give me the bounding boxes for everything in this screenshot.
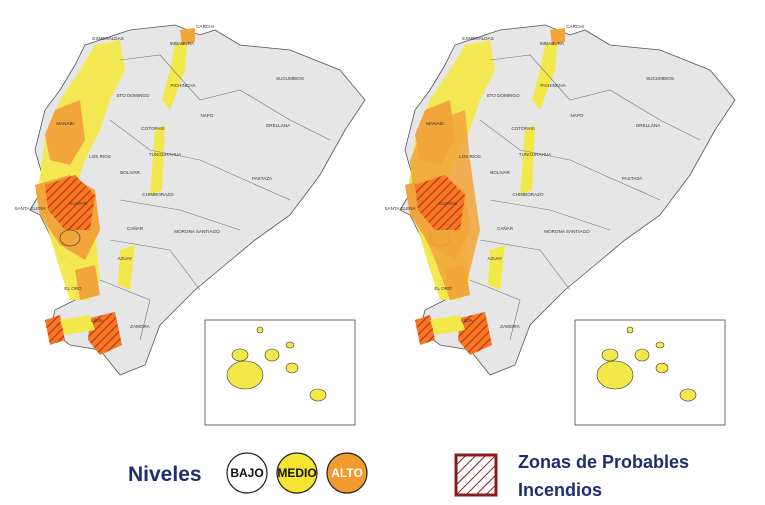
province-label: PICHINCHA — [540, 83, 566, 88]
province-label: GUAYAS — [439, 201, 457, 206]
province-label: EL ORO — [434, 286, 452, 291]
province-label: SUCUMBIOS — [646, 76, 674, 81]
province-label: MANABI — [56, 121, 74, 126]
province-label: SANTA ELENA — [14, 206, 46, 211]
level-label: ALTO — [331, 466, 363, 480]
province-label: PICHINCHA — [170, 83, 196, 88]
province-label: TUNGURAHUA — [519, 152, 552, 157]
province-label: MANABI — [426, 121, 444, 126]
legend-title: Niveles — [128, 463, 202, 486]
province-label: CARCHI — [566, 24, 584, 29]
province-label: ZAMORA — [500, 324, 521, 329]
province-label: BOLIVAR — [490, 170, 510, 175]
fire-zone — [415, 175, 465, 230]
province-label: LOJA — [461, 318, 473, 323]
province-label: MORONA SANTIAGO — [174, 229, 220, 234]
province-label: PASTAZA — [252, 176, 273, 181]
fire-zone-swatch — [454, 453, 498, 497]
province-label: CHIMBORAZO — [142, 192, 174, 197]
province-label: CHIMBORAZO — [512, 192, 544, 197]
province-label: GUAYAS — [69, 201, 87, 206]
province-label: STO DOMINGO — [116, 93, 150, 98]
province-label: ESMERALDAS — [92, 36, 123, 41]
province-label: COTOPAXI — [511, 126, 534, 131]
province-label: ESMERALDAS — [462, 36, 493, 41]
province-label: AZUAY — [488, 256, 503, 261]
province-label: AZUAY — [118, 256, 133, 261]
province-label: NAPO — [200, 113, 213, 118]
province-label: IMBABURA — [170, 41, 195, 46]
fire-zone-label: Incendios — [518, 480, 602, 500]
province-label: LOS RIOS — [459, 154, 481, 159]
province-label: CAÑAR — [497, 225, 514, 231]
province-label: CARCHI — [196, 24, 214, 29]
level-medio — [276, 452, 318, 494]
province-label: PASTAZA — [622, 176, 643, 181]
province-label: STO DOMINGO — [486, 93, 520, 98]
province-label: CAÑAR — [127, 225, 144, 231]
province-label: TUNGURAHUA — [149, 152, 182, 157]
level-label: MEDIO — [277, 466, 316, 480]
province-label: BOLIVAR — [120, 170, 140, 175]
province-label: ZAMORA — [130, 324, 151, 329]
fire-zone-label: Zonas de Probables — [518, 452, 689, 472]
map-left — [29, 24, 366, 426]
province-label: IMBABURA — [540, 41, 565, 46]
province-label: ORELLANA — [266, 123, 291, 128]
province-labels: ESMERALDAS CARCHI IMBABURA PICHINCHA SUCUMBI… — [14, 24, 673, 329]
level-label: BAJO — [230, 466, 263, 480]
province-label: LOS RIOS — [89, 154, 111, 159]
province-label: COTOPAXI — [141, 126, 164, 131]
province-label: NAPO — [570, 113, 583, 118]
province-label: ORELLANA — [636, 123, 661, 128]
province-label: SUCUMBIOS — [276, 76, 304, 81]
province-label: SANTA ELENA — [384, 206, 416, 211]
province-label: LOJA — [91, 318, 103, 323]
level-bajo — [226, 452, 268, 494]
province-label: EL ORO — [64, 286, 82, 291]
province-label: MORONA SANTIAGO — [544, 229, 590, 234]
level-alto — [326, 452, 368, 494]
